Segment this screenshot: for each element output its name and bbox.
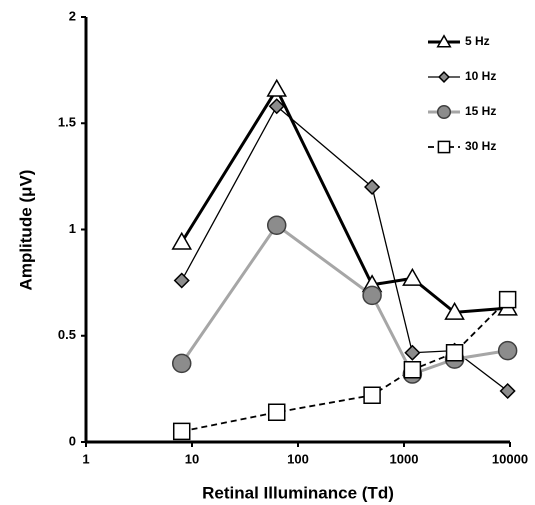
legend-label: 5 Hz xyxy=(465,34,490,48)
marker xyxy=(171,231,193,250)
marker xyxy=(173,272,190,289)
marker xyxy=(266,78,288,97)
y-tick-label: 0 xyxy=(69,433,76,448)
x-tick-label: 1 xyxy=(82,451,89,466)
y-axis-label: Amplitude (μV) xyxy=(16,170,35,291)
series-line xyxy=(181,298,509,433)
marker xyxy=(404,344,421,361)
x-tick-label: 10 xyxy=(185,451,199,466)
marker xyxy=(172,422,191,441)
marker xyxy=(364,178,381,196)
legend-label: 30 Hz xyxy=(465,139,496,153)
marker xyxy=(438,71,450,83)
marker xyxy=(444,301,465,320)
y-tick-label: 1.5 xyxy=(58,115,76,130)
marker xyxy=(362,285,382,306)
legend-label: 15 Hz xyxy=(465,104,496,118)
marker xyxy=(498,290,517,309)
x-tick-label: 1000 xyxy=(390,451,419,466)
legend-label: 10 Hz xyxy=(465,69,496,83)
marker xyxy=(445,344,464,362)
x-tick-label: 100 xyxy=(287,451,309,466)
y-tick-label: 0.5 xyxy=(58,327,76,342)
marker xyxy=(436,34,452,48)
marker xyxy=(267,403,286,421)
x-axis-label: Retinal Illuminance (Td) xyxy=(202,483,394,502)
marker xyxy=(499,382,516,400)
marker xyxy=(403,361,422,379)
y-tick-label: 2 xyxy=(69,8,76,23)
marker xyxy=(268,98,285,115)
marker xyxy=(266,215,287,235)
marker xyxy=(363,386,381,404)
marker xyxy=(402,267,423,286)
series-line xyxy=(180,86,508,314)
marker xyxy=(437,140,451,154)
marker xyxy=(171,353,192,374)
x-tick-label: 10000 xyxy=(492,451,528,466)
marker xyxy=(497,340,518,361)
y-tick-label: 1 xyxy=(69,221,76,236)
marker xyxy=(436,104,452,120)
